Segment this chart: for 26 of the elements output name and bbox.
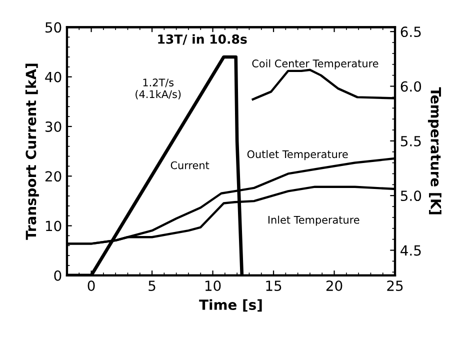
x-tick-label: 5 (148, 280, 156, 292)
y2-tick-label: 5.5 (400, 136, 421, 146)
series-label: Current (170, 161, 210, 170)
y2-axis-title: Temperature [K] (428, 87, 442, 214)
y2-tick-label: 6.5 (400, 26, 421, 38)
y-tick-label: 40 (45, 72, 62, 82)
x-tick-label: 25 (387, 280, 403, 292)
x-tick-label: 10 (205, 280, 221, 292)
y2-tick-label: 6.0 (400, 81, 422, 92)
x-tick-label: 0 (88, 280, 95, 292)
y-tick-label: 10 (46, 220, 62, 232)
x-tick-label: 20 (326, 280, 342, 292)
chart-title: 13T/ in 10.8s (158, 34, 247, 45)
y-tick-label: 20 (45, 171, 62, 182)
x-axis-title: Time [s] (199, 299, 262, 312)
annotation: 1.2T/s (4.1kA/s) (136, 78, 181, 100)
y2-tick-label: 5.0 (400, 190, 422, 202)
series-label: Outlet Temperature (247, 150, 348, 160)
y-tick-label: 30 (46, 121, 62, 132)
y-axis-title: Transport Current [kA] (25, 64, 39, 240)
x-tick-label: 15 (266, 280, 282, 292)
y-tick-label: 50 (46, 22, 62, 33)
series-label: Inlet Temperature (268, 216, 360, 226)
series-label: Coil Center Temperature (252, 59, 378, 70)
y-tick-label: 0 (54, 270, 62, 281)
y2-tick-label: 4.5 (400, 245, 421, 256)
